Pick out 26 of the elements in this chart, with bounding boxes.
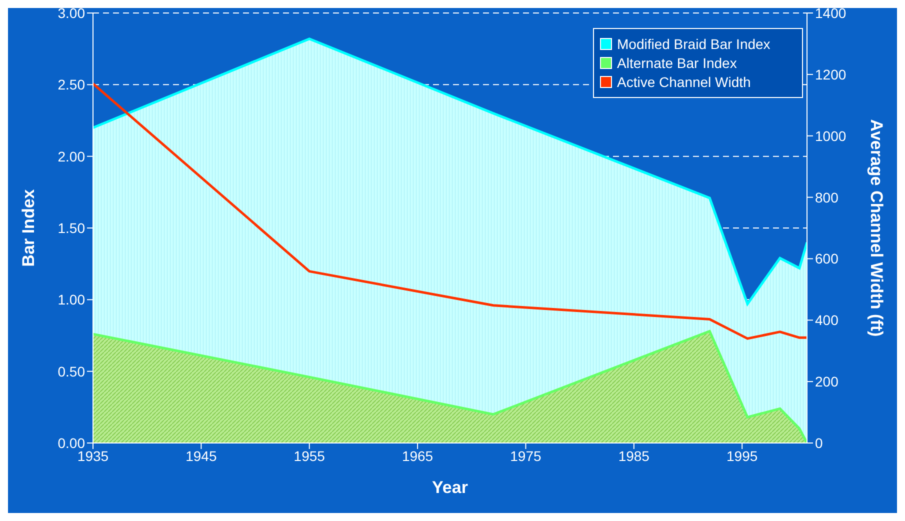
x-axis-title: Year [432, 478, 468, 497]
y2-tick-label: 800 [815, 189, 839, 206]
y2-tick-label: 400 [815, 312, 839, 328]
x-tick-label: 1985 [618, 448, 650, 464]
x-tick-label: 1975 [510, 448, 542, 464]
y-tick-label: 3.00 [58, 4, 86, 21]
legend-label: Modified Braid Bar Index [617, 36, 770, 52]
x-tick-label: 1995 [726, 448, 758, 464]
y2-tick-label: 1400 [815, 4, 846, 21]
y2-tick-label: 1000 [815, 128, 846, 144]
x-tick-label: 1965 [402, 448, 434, 464]
y-tick-label: 1.00 [58, 292, 86, 308]
x-tick-label: 1955 [294, 448, 326, 464]
y-tick-label: 2.50 [58, 76, 86, 93]
y-tick-label: 2.00 [58, 148, 86, 164]
y2-tick-label: 1200 [815, 66, 846, 82]
legend-label: Alternate Bar Index [617, 55, 737, 71]
y2-tick-label: 600 [815, 250, 839, 267]
y-tick-label: 1.50 [58, 220, 86, 236]
y-axis-title: Bar Index [19, 188, 38, 267]
y2-axis-title: Average Channel Width (ft) [866, 119, 886, 337]
y-tick-label: 0.50 [58, 363, 86, 380]
y2-tick-label: 0 [815, 434, 823, 451]
y2-tick-label: 200 [815, 374, 839, 390]
x-tick-label: 1945 [186, 448, 217, 464]
legend-label: Active Channel Width [617, 74, 751, 90]
